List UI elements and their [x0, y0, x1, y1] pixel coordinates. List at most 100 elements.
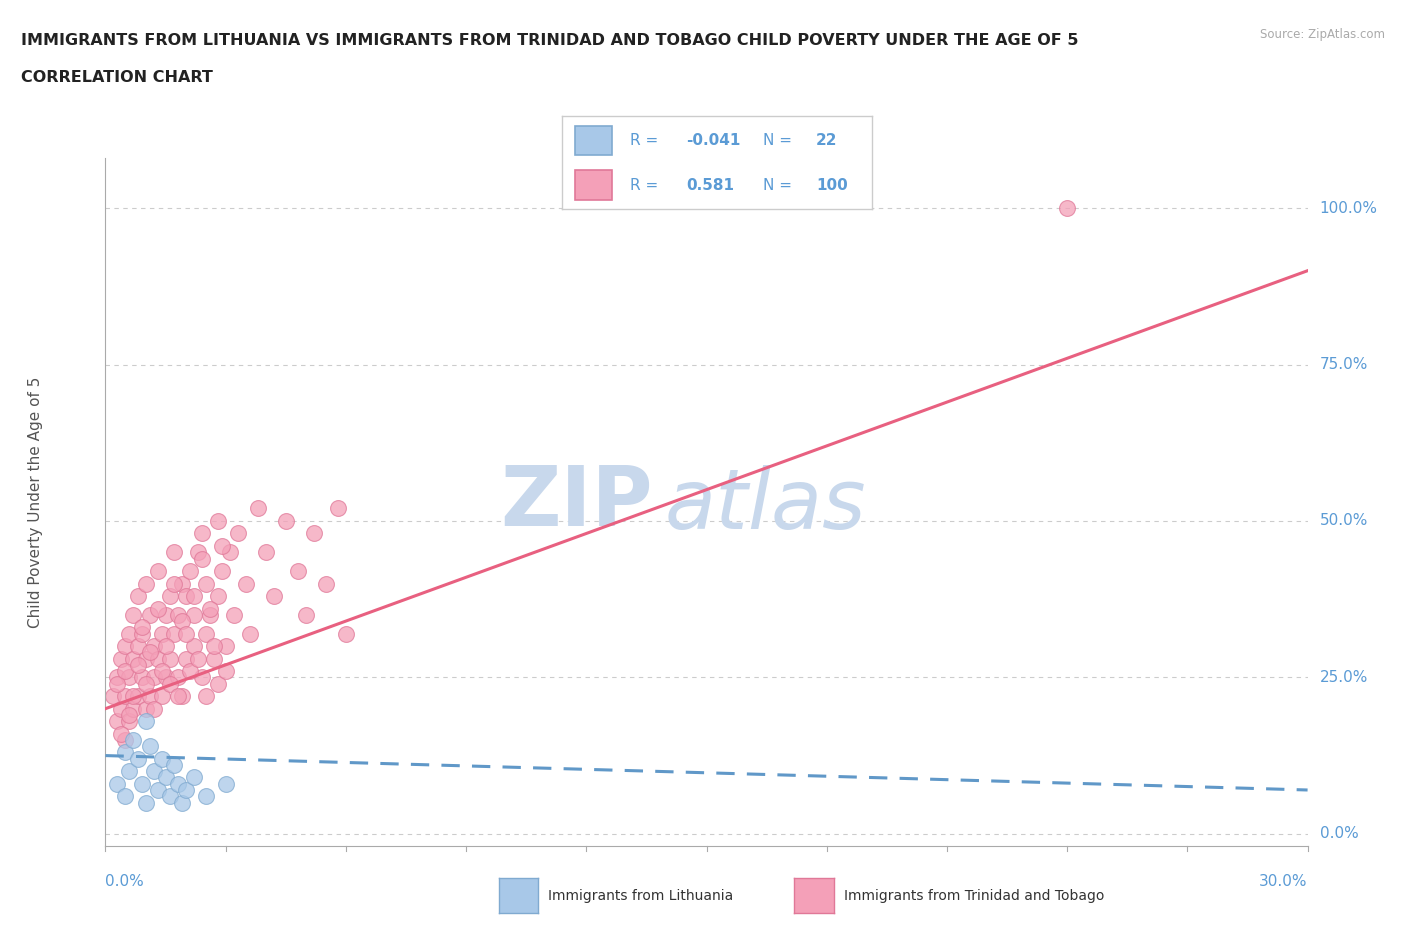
- Point: [138, 738, 160, 753]
- Point: [174, 782, 197, 797]
- Point: [138, 607, 160, 622]
- Point: [183, 607, 205, 622]
- Point: [135, 713, 157, 728]
- Point: [135, 701, 157, 716]
- Point: [207, 676, 229, 691]
- Point: [202, 639, 225, 654]
- Point: [170, 614, 193, 629]
- Point: [187, 651, 209, 666]
- Point: [207, 589, 229, 604]
- Point: [302, 526, 325, 541]
- Point: [207, 513, 229, 528]
- Point: [138, 689, 160, 704]
- Text: ZIP: ZIP: [501, 461, 652, 543]
- Text: IMMIGRANTS FROM LITHUANIA VS IMMIGRANTS FROM TRINIDAD AND TOBAGO CHILD POVERTY U: IMMIGRANTS FROM LITHUANIA VS IMMIGRANTS …: [21, 33, 1078, 47]
- Point: [110, 651, 132, 666]
- Point: [131, 777, 153, 791]
- Point: [138, 644, 160, 659]
- Point: [135, 651, 157, 666]
- Point: [222, 607, 245, 622]
- Point: [118, 713, 141, 728]
- Point: [335, 626, 357, 641]
- Point: [315, 576, 337, 591]
- Point: [142, 764, 165, 778]
- Point: [174, 626, 197, 641]
- Point: [287, 564, 309, 578]
- Point: [159, 589, 181, 604]
- Point: [170, 689, 193, 704]
- Point: [142, 639, 165, 654]
- Point: [295, 607, 318, 622]
- Point: [246, 501, 269, 516]
- Point: [155, 639, 177, 654]
- Bar: [575, 126, 612, 155]
- Point: [127, 751, 149, 766]
- Point: [198, 601, 221, 616]
- Point: [146, 651, 169, 666]
- Point: [162, 758, 184, 773]
- Point: [214, 664, 236, 679]
- Text: 0.581: 0.581: [686, 178, 734, 193]
- Point: [118, 764, 141, 778]
- Point: [146, 564, 169, 578]
- Point: [214, 777, 236, 791]
- Point: [194, 689, 217, 704]
- Text: Immigrants from Lithuania: Immigrants from Lithuania: [548, 888, 734, 903]
- Point: [110, 726, 132, 741]
- Point: [150, 664, 173, 679]
- Point: [194, 789, 217, 804]
- Text: 50.0%: 50.0%: [1320, 513, 1368, 528]
- Point: [274, 513, 297, 528]
- Text: -0.041: -0.041: [686, 133, 741, 148]
- Point: [162, 576, 184, 591]
- Text: 25.0%: 25.0%: [1320, 670, 1368, 684]
- Point: [166, 777, 188, 791]
- Point: [235, 576, 257, 591]
- Point: [135, 676, 157, 691]
- Point: [183, 639, 205, 654]
- Point: [170, 795, 193, 810]
- Point: [198, 607, 221, 622]
- Point: [202, 651, 225, 666]
- Text: 0.0%: 0.0%: [1320, 826, 1358, 842]
- Point: [211, 564, 233, 578]
- Point: [150, 626, 173, 641]
- Text: N =: N =: [763, 178, 797, 193]
- Point: [114, 789, 136, 804]
- Point: [159, 789, 181, 804]
- Point: [118, 670, 141, 684]
- Point: [122, 607, 145, 622]
- Point: [127, 639, 149, 654]
- Text: 0.0%: 0.0%: [105, 874, 145, 889]
- Point: [166, 670, 188, 684]
- Point: [107, 670, 129, 684]
- Text: Child Poverty Under the Age of 5: Child Poverty Under the Age of 5: [28, 377, 44, 628]
- Point: [190, 551, 212, 566]
- Point: [110, 701, 132, 716]
- Point: [146, 601, 169, 616]
- Text: 75.0%: 75.0%: [1320, 357, 1368, 372]
- Point: [239, 626, 262, 641]
- Text: 22: 22: [815, 133, 838, 148]
- Point: [122, 689, 145, 704]
- Point: [135, 576, 157, 591]
- Point: [190, 670, 212, 684]
- Text: R =: R =: [630, 178, 664, 193]
- Text: 100.0%: 100.0%: [1320, 201, 1378, 216]
- Point: [179, 664, 201, 679]
- Point: [118, 708, 141, 723]
- Text: N =: N =: [763, 133, 797, 148]
- Point: [162, 626, 184, 641]
- Point: [142, 670, 165, 684]
- Point: [135, 795, 157, 810]
- Point: [131, 620, 153, 635]
- Point: [107, 713, 129, 728]
- Point: [118, 626, 141, 641]
- Point: [174, 589, 197, 604]
- Point: [179, 564, 201, 578]
- Point: [166, 689, 188, 704]
- Text: 100: 100: [815, 178, 848, 193]
- Point: [114, 733, 136, 748]
- Point: [263, 589, 285, 604]
- Point: [183, 770, 205, 785]
